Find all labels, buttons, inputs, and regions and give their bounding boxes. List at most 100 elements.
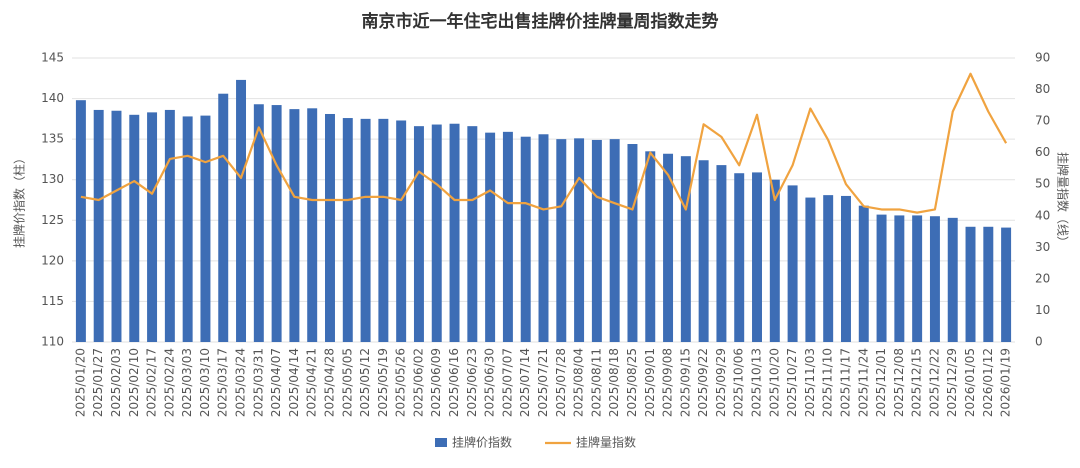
y-tick-label: 135 (41, 132, 64, 146)
chart-title: 南京市近一年住宅出售挂牌价挂牌量周指数走势 (362, 11, 719, 32)
x-tick-label: 2025/08/11 (589, 348, 603, 417)
bar (93, 109, 104, 342)
x-tick-label: 2025/08/25 (625, 348, 639, 417)
x-tick-label: 2025/01/20 (73, 348, 87, 417)
bar (929, 216, 940, 342)
y-axis-label: 挂牌价指数（柱） (12, 152, 27, 248)
x-tick-label: 2025/11/10 (821, 348, 835, 417)
bar (271, 105, 282, 342)
x-tick-label: 2026/01/12 (981, 348, 995, 417)
x-tick-label: 2025/03/31 (251, 348, 265, 417)
x-tick-label: 2025/03/03 (180, 348, 194, 417)
y2-tick-label: 70 (1035, 114, 1050, 128)
bar (307, 108, 318, 343)
x-tick-label: 2025/03/17 (216, 348, 230, 417)
bar (147, 112, 158, 342)
x-tick-label: 2025/01/27 (91, 348, 105, 417)
bar (947, 217, 958, 342)
x-tick-label: 2025/09/01 (643, 348, 657, 417)
x-tick-label: 2025/05/26 (394, 348, 408, 417)
bar (752, 172, 762, 342)
x-tick-label: 2025/07/14 (518, 348, 532, 417)
bar (698, 160, 709, 342)
bar (591, 139, 602, 342)
x-tick-label: 2025/10/13 (750, 348, 764, 417)
x-tick-label: 2025/08/18 (607, 348, 621, 417)
x-tick-label: 2025/04/21 (305, 348, 319, 417)
x-tick-label: 2025/05/05 (340, 348, 354, 417)
y2-tick-label: 20 (1035, 271, 1050, 285)
x-tick-label: 2025/09/15 (678, 348, 692, 417)
bar (734, 173, 745, 342)
y-tick-label: 145 (41, 51, 64, 65)
bar (876, 214, 887, 342)
x-tick-label: 2025/06/30 (483, 348, 497, 417)
bar (164, 109, 175, 342)
x-tick-label: 2025/05/19 (376, 348, 390, 417)
bar (200, 115, 211, 343)
bar (840, 195, 851, 342)
x-tick-label: 2025/08/04 (572, 348, 586, 417)
bar (182, 116, 193, 343)
y2-tick-label: 60 (1035, 145, 1050, 159)
bar (663, 153, 674, 342)
bar (680, 156, 691, 342)
x-tick-label: 2025/11/24 (856, 348, 870, 417)
bar (645, 151, 656, 342)
x-tick-label: 2025/09/08 (661, 348, 675, 417)
x-tick-label: 2025/12/01 (874, 348, 888, 417)
x-tick-label: 2025/02/03 (109, 348, 123, 417)
y2-axis-label: 挂牌量指数（线） (1056, 152, 1071, 248)
bar (520, 136, 531, 342)
y-tick-label: 120 (41, 253, 64, 267)
bar (574, 138, 585, 342)
x-tick-label: 2025/12/08 (892, 348, 906, 417)
bar (556, 139, 567, 342)
legend-swatch (435, 438, 447, 447)
bar (983, 226, 994, 342)
bar (342, 118, 353, 342)
x-tick-label: 2025/12/15 (910, 348, 924, 417)
x-tick-label: 2025/09/29 (714, 348, 728, 417)
x-tick-label: 2025/07/28 (554, 348, 568, 417)
x-tick-label: 2025/09/22 (696, 348, 710, 417)
bar (965, 226, 976, 342)
bar (805, 197, 816, 342)
bar (912, 215, 923, 342)
x-tick-label: 2025/03/10 (198, 348, 212, 417)
y-tick-label: 115 (41, 294, 64, 308)
y2-tick-label: 90 (1035, 51, 1050, 65)
x-tick-label: 2025/11/17 (838, 348, 852, 417)
bar (502, 131, 513, 342)
bar (111, 110, 122, 342)
bar (396, 120, 407, 342)
bar (538, 134, 549, 342)
x-tick-label: 2025/06/02 (411, 348, 425, 417)
y2-tick-label: 80 (1035, 82, 1050, 96)
y2-tick-label: 50 (1035, 177, 1050, 191)
bar (858, 205, 869, 342)
bar (253, 104, 264, 342)
x-tick-label: 2025/04/07 (269, 348, 283, 417)
bar (325, 113, 335, 342)
bar (289, 109, 300, 343)
y2-tick-label: 40 (1035, 208, 1050, 222)
x-tick-label: 2026/01/19 (999, 348, 1013, 417)
legend-label: 挂牌价指数 (452, 435, 512, 450)
bar (236, 79, 247, 342)
y-tick-label: 140 (41, 91, 64, 105)
x-tick-label: 2025/10/27 (785, 348, 799, 417)
bar (129, 114, 140, 342)
bar (894, 215, 905, 342)
bar (1001, 227, 1012, 342)
x-tick-label: 2025/04/28 (322, 348, 336, 417)
y-tick-label: 130 (41, 172, 64, 186)
x-tick-label: 2025/12/29 (945, 348, 959, 417)
bar (485, 132, 496, 342)
bar (378, 118, 389, 342)
bar (716, 165, 727, 342)
x-tick-label: 2025/02/17 (145, 348, 159, 417)
x-tick-label: 2025/12/22 (927, 348, 941, 417)
x-tick-label: 2025/07/07 (500, 348, 514, 417)
